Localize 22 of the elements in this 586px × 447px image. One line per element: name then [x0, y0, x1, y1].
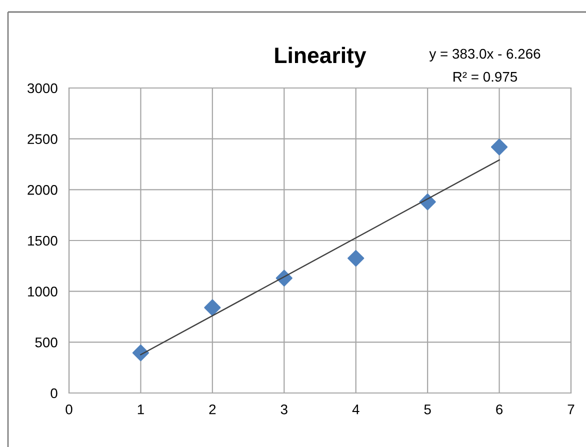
y-tick-label: 1500 — [28, 236, 58, 246]
y-tick-label: 2500 — [28, 134, 58, 144]
x-tick-label: 1 — [138, 404, 144, 414]
x-tick-label: 0 — [66, 404, 72, 414]
x-tick-label: 6 — [496, 404, 503, 414]
x-tick-label: 7 — [568, 404, 574, 414]
point — [348, 250, 364, 267]
y-tick-label: 500 — [35, 338, 58, 348]
y-tick-label: 3000 — [28, 83, 58, 94]
text: y = 383.0x - 6.266 — [429, 48, 540, 62]
point — [204, 299, 221, 316]
y-tick-label: 2000 — [28, 185, 58, 195]
y-tick-label: 0 — [50, 388, 58, 398]
x-tick-label: 5 — [424, 404, 431, 414]
x-tick-label: 4 — [352, 404, 360, 414]
point — [132, 344, 150, 362]
chart-title: Linearity — [275, 46, 366, 68]
y-tick-label: 1000 — [28, 286, 58, 297]
x-tick-label: 2 — [209, 404, 216, 414]
text: R² = 0.975 — [454, 72, 518, 82]
x-tick-label: 3 — [280, 404, 288, 414]
point — [490, 138, 508, 156]
